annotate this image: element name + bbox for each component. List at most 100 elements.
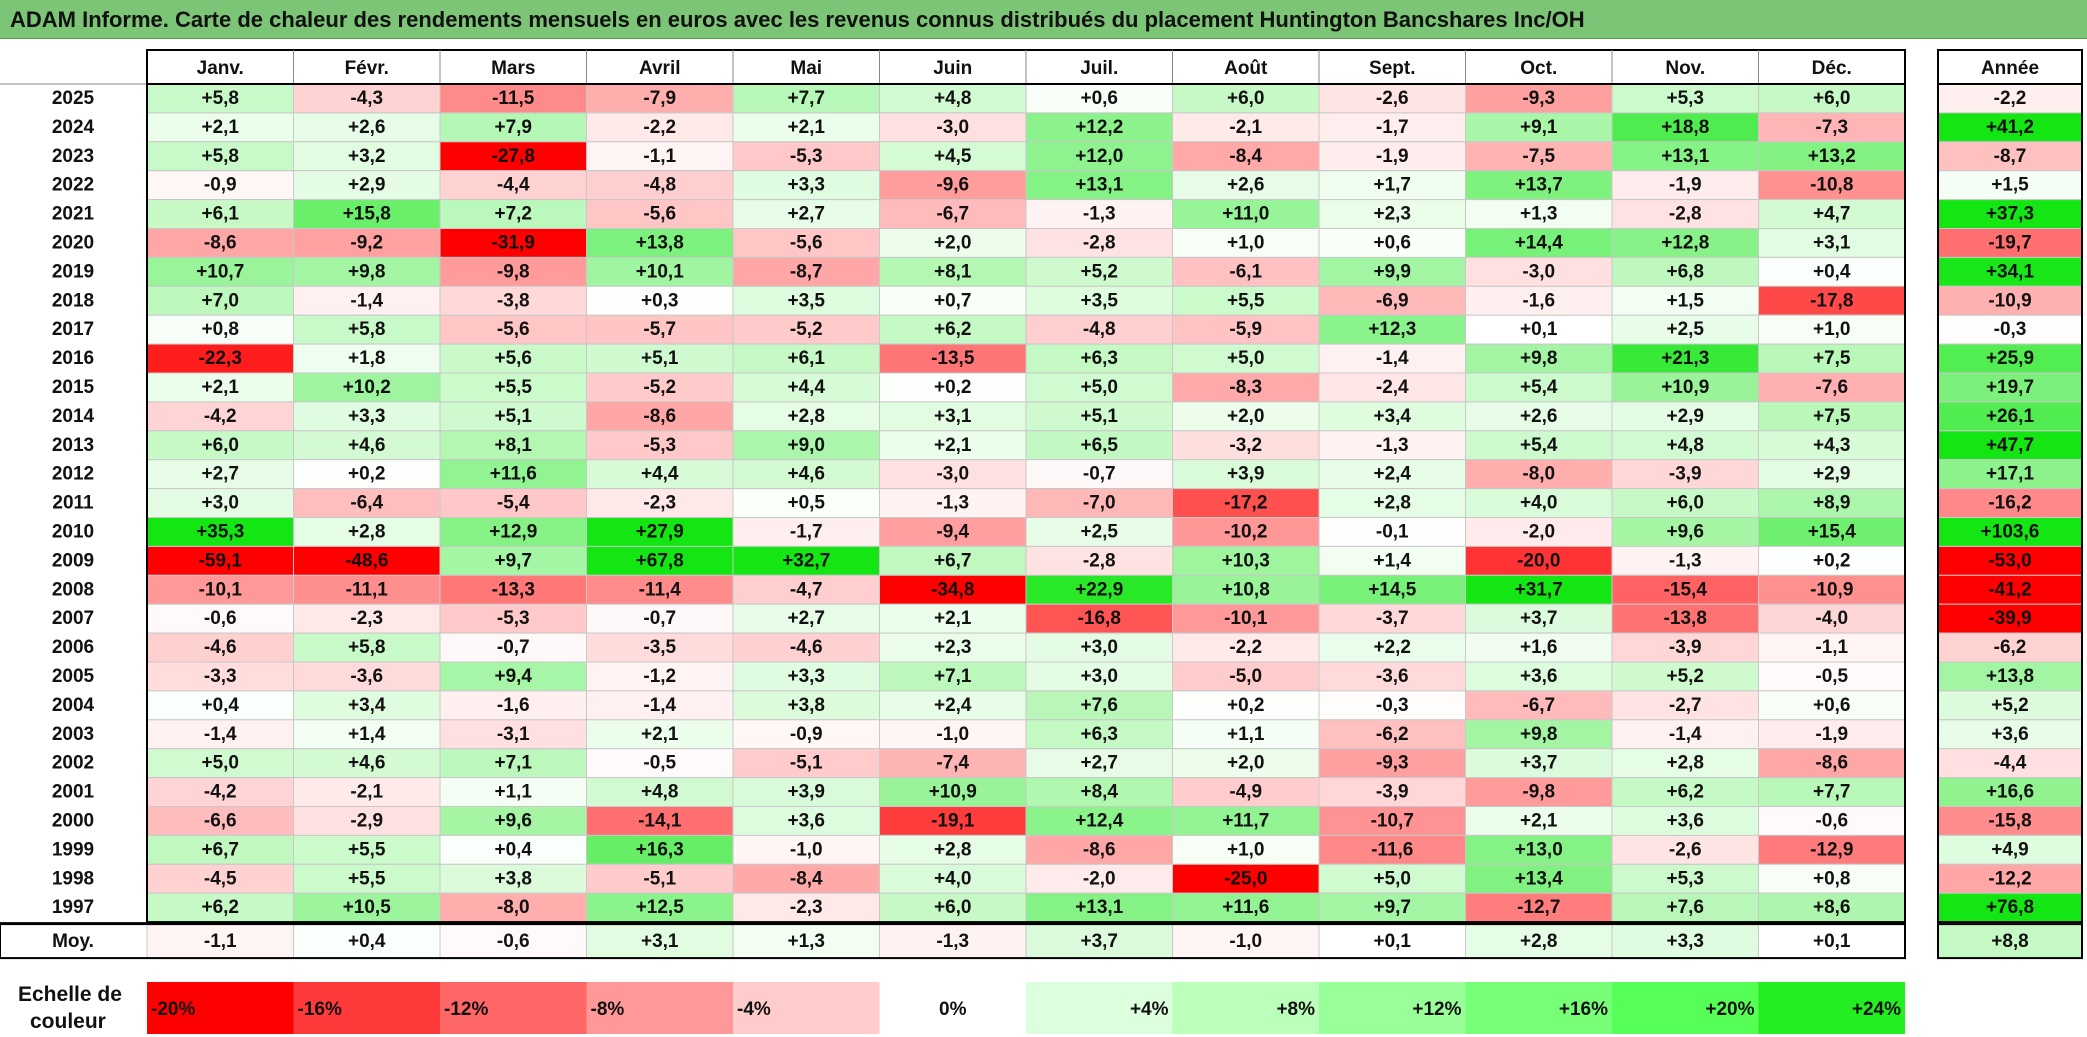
heatmap-cell <box>1465 777 1613 807</box>
cell-value: -2,9 <box>350 811 383 832</box>
heatmap-cell <box>146 199 294 230</box>
heatmap-cell <box>1318 372 1466 403</box>
cell-value: -2,2 <box>643 117 676 138</box>
cell-value: +6,0 <box>1813 88 1851 109</box>
heatmap-cell <box>879 83 1027 114</box>
heatmap-cell <box>879 170 1027 201</box>
heatmap-cell <box>879 228 1027 258</box>
cell-value: -0,5 <box>1815 666 1848 687</box>
cell-value: +6,0 <box>201 435 239 456</box>
heatmap-cell <box>1611 199 1759 230</box>
cell-value: +9,4 <box>494 666 532 687</box>
cell-value: -16,8 <box>1078 608 1121 629</box>
heatmap-cell <box>1758 83 1906 114</box>
cell-value: +11,0 <box>1222 204 1269 225</box>
cell-value: +0,4 <box>494 839 532 860</box>
cell-value: -20,0 <box>1517 550 1560 571</box>
scale-step-label: -20% <box>151 999 195 1020</box>
heatmap-cell <box>732 574 880 605</box>
cell-value: +3,4 <box>348 695 386 716</box>
cell-value: +3,7 <box>1520 753 1558 774</box>
cell-value: +3,5 <box>1080 290 1118 311</box>
cell-value: +4,8 <box>641 782 679 803</box>
scale-swatch <box>586 982 733 1034</box>
cell-value: -2,0 <box>1522 522 1555 543</box>
heatmap-cell <box>1318 488 1466 519</box>
cell-value: +0,6 <box>1080 88 1118 109</box>
average-value: +2,8 <box>1520 931 1558 952</box>
heatmap-cell <box>1758 661 1906 692</box>
cell-value: +0,6 <box>1813 695 1851 716</box>
cell-value: +2,5 <box>1080 522 1118 543</box>
heatmap-cell <box>1611 372 1759 403</box>
cell-value: +2,9 <box>1813 464 1851 485</box>
cell-value: -27,8 <box>492 146 535 167</box>
annual-value: -53,0 <box>1988 550 2031 571</box>
annual-value: -4,4 <box>1994 753 2027 774</box>
heatmap-cell <box>586 141 734 172</box>
heatmap-cell <box>1318 343 1466 374</box>
cell-value: +3,0 <box>201 493 239 514</box>
cell-value: +3,3 <box>348 406 386 427</box>
cell-value: -7,9 <box>643 88 676 109</box>
average-cell <box>146 923 294 959</box>
cell-value: -2,8 <box>1083 550 1116 571</box>
heatmap-cell <box>732 343 880 374</box>
average-value: +0,4 <box>348 931 386 952</box>
heatmap-cell <box>1465 112 1613 143</box>
heatmap-cell <box>1172 343 1320 374</box>
cell-value: -6,7 <box>1522 695 1555 716</box>
annual-value: +5,2 <box>1991 695 2029 716</box>
average-annual-cell <box>1937 923 2083 960</box>
heatmap-cell <box>1172 401 1320 432</box>
heatmap-cell <box>1318 748 1466 779</box>
cell-value: +9,8 <box>1520 724 1558 745</box>
cell-value: +3,6 <box>1666 811 1704 832</box>
heatmap-cell <box>293 285 441 316</box>
heatmap-cell <box>293 777 441 807</box>
scale-swatch <box>1172 982 1319 1034</box>
column-header: Sept. <box>1369 58 1415 79</box>
cell-value: +9,0 <box>787 435 825 456</box>
heatmap-cell <box>586 777 734 807</box>
average-value: +3,3 <box>1666 931 1704 952</box>
cell-value: +2,9 <box>348 175 386 196</box>
cell-value: -11,6 <box>1371 839 1413 860</box>
cell-value: -1,7 <box>790 522 823 543</box>
cell-value: +13,1 <box>1661 146 1710 167</box>
heatmap-cell <box>732 285 880 316</box>
heatmap-cell <box>1758 459 1906 490</box>
cell-value: -3,8 <box>497 290 530 311</box>
heatmap-cell <box>1025 748 1173 779</box>
heatmap-cell <box>1611 863 1759 894</box>
cell-value: -3,5 <box>643 637 676 658</box>
cell-value: -25,0 <box>1224 868 1267 889</box>
heatmap-cell <box>879 632 1027 663</box>
heatmap-cell <box>1758 401 1906 432</box>
average-cell <box>1465 923 1613 959</box>
cell-value: +2,1 <box>1520 811 1558 832</box>
cell-value: +0,2 <box>348 464 386 485</box>
heatmap-cell <box>439 401 587 432</box>
cell-value: +6,0 <box>934 897 972 918</box>
cell-value: -3,2 <box>1229 435 1262 456</box>
scale-swatch <box>733 982 880 1034</box>
cell-value: +5,5 <box>348 868 386 889</box>
year-label: 2010 <box>52 522 94 543</box>
heatmap-cell <box>439 806 587 836</box>
scale-swatch <box>1465 982 1612 1034</box>
cell-value: -15,4 <box>1664 579 1708 600</box>
cell-value: -6,7 <box>936 204 969 225</box>
scale-step-label: -16% <box>298 999 342 1020</box>
cell-value: -9,8 <box>1522 782 1555 803</box>
cell-value: +67,8 <box>636 550 684 571</box>
heatmap-cell <box>879 603 1027 634</box>
heatmap-cell <box>1318 603 1466 634</box>
cell-value: +3,4 <box>1373 406 1411 427</box>
cell-value: +5,2 <box>1080 261 1118 282</box>
cell-value: +5,8 <box>348 637 386 658</box>
cell-value: +2,3 <box>1373 204 1411 225</box>
heatmap-cell <box>586 632 734 663</box>
cell-value: +7,7 <box>1813 782 1851 803</box>
cell-value: -1,9 <box>1669 175 1702 196</box>
